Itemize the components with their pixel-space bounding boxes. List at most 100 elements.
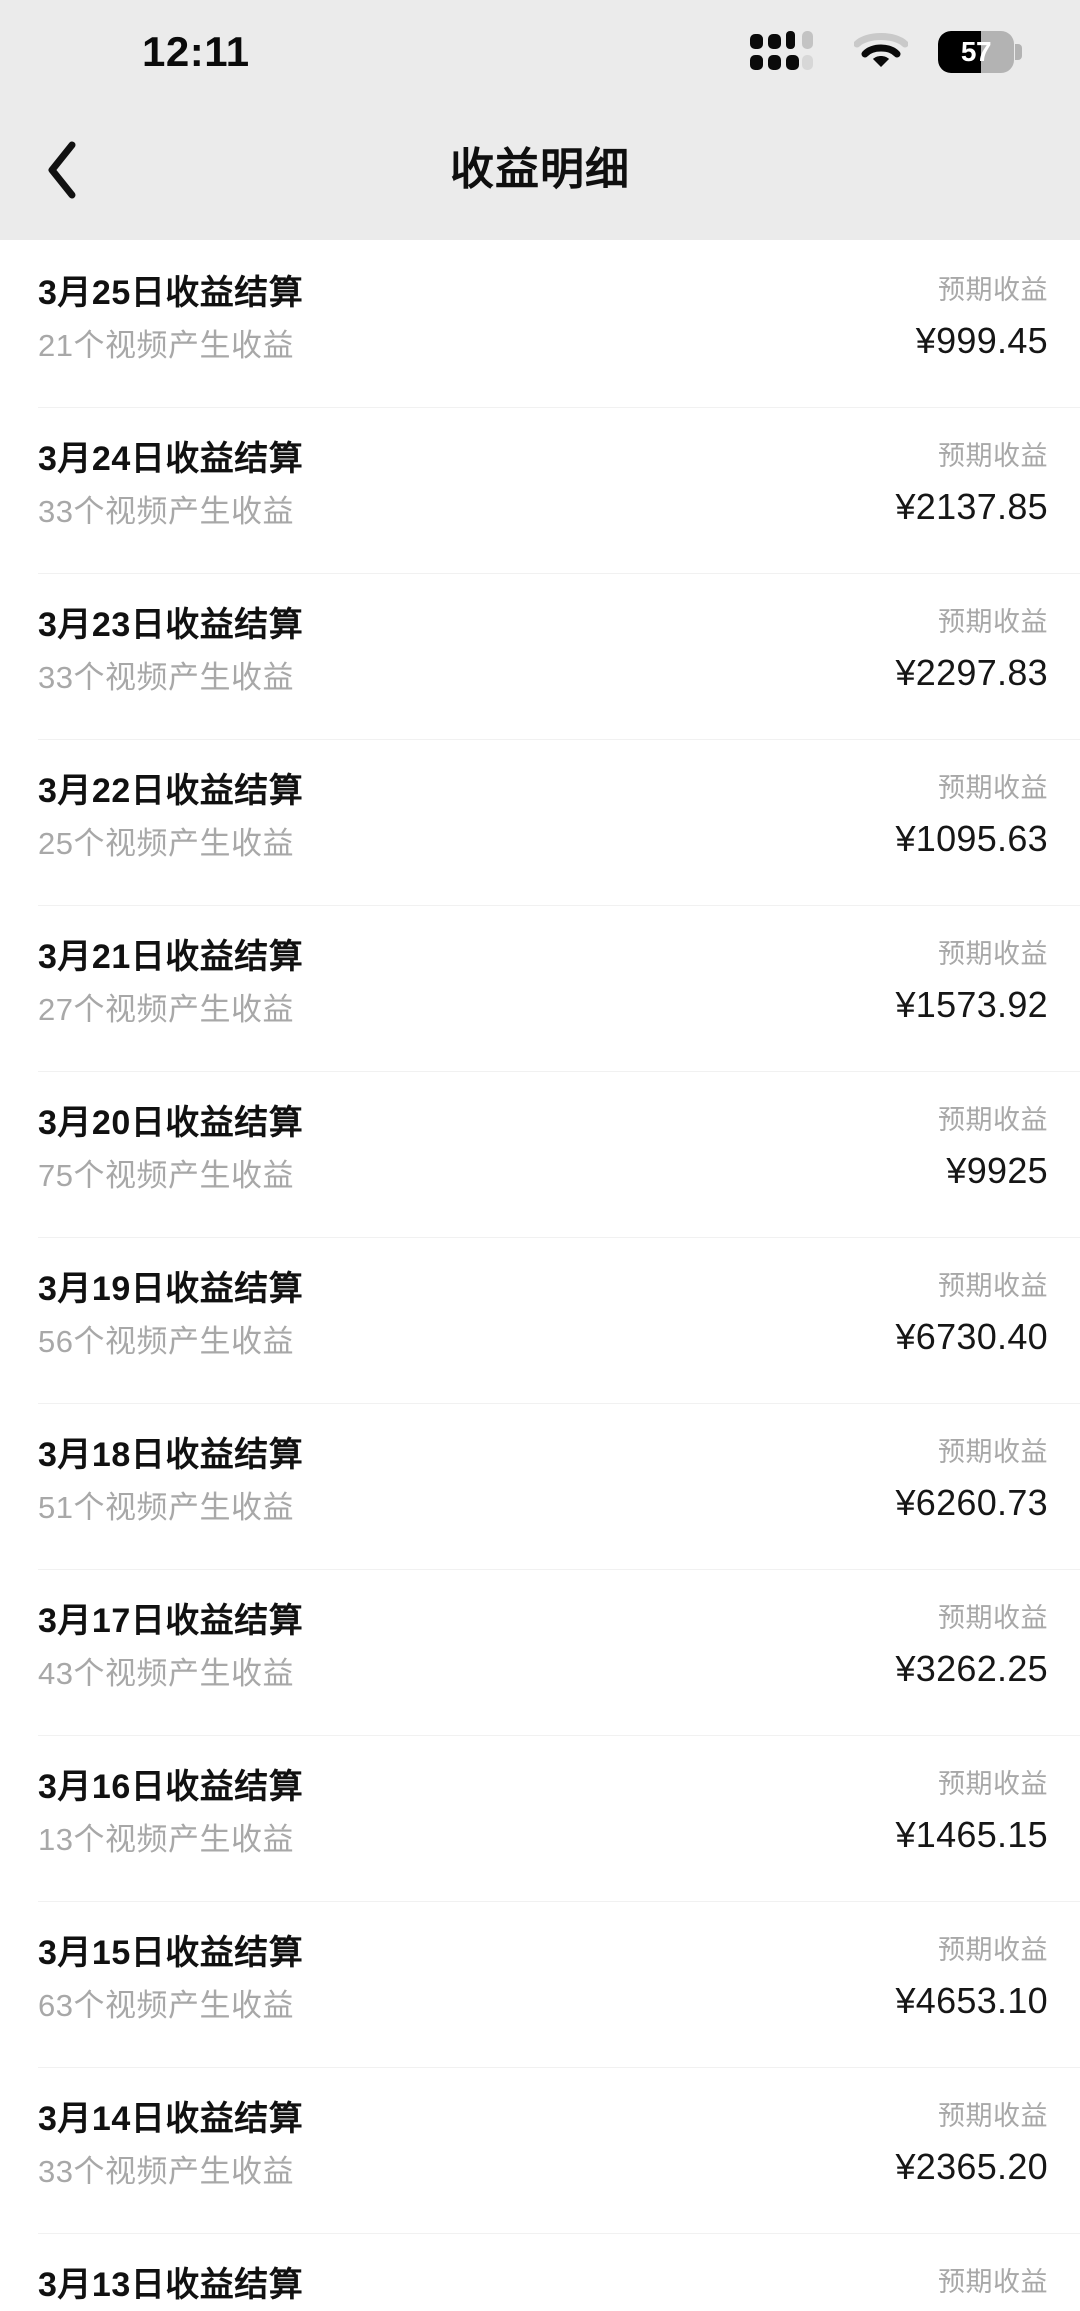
list-item-subtitle: 43个视频产生收益 (38, 1655, 294, 1691)
list-item-subtitle: 33个视频产生收益 (38, 659, 294, 695)
list-item-amount-value: ¥9925 (946, 1150, 1048, 1192)
list-item-title: 3月13日收益结算 (38, 2266, 304, 2304)
list-item-amount-label: 预期收益 (938, 1271, 1048, 1301)
list-item-amount-group: 预期收益 ¥9925 (938, 1106, 1048, 1190)
battery-icon: 57 (938, 31, 1022, 73)
list-item-main: 3月14日收益结算 33个视频产生收益 (38, 2100, 304, 2189)
list-item-amount-value: ¥6730.40 (895, 1316, 1048, 1358)
list-item-amount-label: 预期收益 (938, 1105, 1048, 1135)
list-item[interactable]: 3月25日收益结算 21个视频产生收益 预期收益 ¥999.45 (0, 242, 1080, 408)
list-item[interactable]: 3月23日收益结算 33个视频产生收益 预期收益 ¥2297.83 (0, 574, 1080, 740)
list-item-title: 3月18日收益结算 (38, 1436, 304, 1474)
list-item-amount-label: 预期收益 (938, 1935, 1048, 1965)
list-item-title: 3月23日收益结算 (38, 606, 304, 644)
status-bar-time: 12:11 (142, 28, 250, 75)
list-item-amount-value: ¥6260.73 (895, 1482, 1048, 1524)
list-item-subtitle: 27个视频产生收益 (38, 991, 294, 1027)
list-item-amount-value: ¥1465.15 (895, 1814, 1048, 1856)
list-item-amount-group: 预期收益 ¥1465.15 (895, 1770, 1048, 1854)
list-item-main: 3月20日收益结算 75个视频产生收益 (38, 1104, 304, 1193)
list-item-amount-label: 预期收益 (938, 2101, 1048, 2131)
list-item-subtitle: 33个视频产生收益 (38, 493, 294, 529)
list-item-amount-group: 预期收益 ¥2365.20 (895, 2102, 1048, 2186)
list-item-amount-value: ¥2365.20 (895, 2146, 1048, 2188)
list-item-amount-group: 预期收益 ¥1573.92 (895, 940, 1048, 1024)
list-item-title: 3月19日收益结算 (38, 1270, 304, 1308)
list-item-title: 3月22日收益结算 (38, 772, 304, 810)
list-item[interactable]: 3月24日收益结算 33个视频产生收益 预期收益 ¥2137.85 (0, 408, 1080, 574)
list-item-amount-label: 预期收益 (938, 1603, 1048, 1633)
list-item-amount-group: 预期收益 ¥1095.63 (895, 774, 1048, 858)
list-item-amount-label: 预期收益 (938, 2267, 1048, 2297)
wifi-icon (854, 31, 908, 73)
list-item-amount-group: 预期收益 ¥3262.25 (895, 1604, 1048, 1688)
list-item-main: 3月16日收益结算 13个视频产生收益 (38, 1769, 303, 1857)
battery-body (938, 31, 1014, 73)
list-item-main: 3月17日收益结算 43个视频产生收益 (38, 1602, 304, 1691)
list-item[interactable]: 3月19日收益结算 56个视频产生收益 预期收益 ¥6730.40 (0, 1238, 1080, 1404)
list-item-main: 3月19日收益结算 56个视频产生收益 (38, 1270, 304, 1359)
list-item-amount-group: 预期收益 ¥6260.73 (895, 1438, 1048, 1522)
page-title: 收益明细 (450, 145, 630, 194)
list-item[interactable]: 3月16日收益结算 13个视频产生收益 预期收益 ¥1465.15 (0, 1736, 1080, 1902)
list-item-amount-value: ¥1095.63 (895, 818, 1048, 860)
list-item[interactable]: 3月13日收益结算34个视频产生收益 预期收益¥2402.45 (0, 2234, 1080, 2311)
status-bar: 12:11 (0, 0, 1080, 100)
chevron-left-icon (43, 140, 83, 200)
list-item-amount-value: ¥1573.92 (895, 984, 1048, 1026)
list-item-amount-value: ¥999.45 (915, 320, 1048, 362)
list-item[interactable]: 3月18日收益结算 51个视频产生收益 预期收益 ¥6260.73 (0, 1404, 1080, 1570)
list-item-amount-group: 预期收益¥2402.45 (895, 2268, 1048, 2311)
list-item-title: 3月20日收益结算 (38, 1104, 304, 1142)
list-item[interactable]: 3月20日收益结算 75个视频产生收益 预期收益 ¥9925 (0, 1072, 1080, 1238)
nav-bar: 收益明细 (0, 100, 1080, 240)
list-item-title: 3月21日收益结算 (38, 938, 304, 976)
list-item-amount-group: 预期收益 ¥2297.83 (895, 608, 1048, 692)
list-item-subtitle: 33个视频产生收益 (38, 2153, 294, 2189)
list-item[interactable]: 3月17日收益结算 43个视频产生收益 预期收益 ¥3262.25 (0, 1570, 1080, 1736)
list-item-amount-group: 预期收益 ¥4653.10 (895, 1936, 1048, 2020)
list-item-amount-label: 预期收益 (938, 773, 1048, 803)
list-item-title: 3月17日收益结算 (38, 1602, 304, 1640)
list-item-subtitle: 75个视频产生收益 (38, 1157, 294, 1193)
list-item-amount-value: ¥4653.10 (895, 1980, 1048, 2022)
list-item-amount-label: 预期收益 (938, 275, 1048, 305)
list-item-subtitle: 21个视频产生收益 (38, 327, 294, 363)
list-item-title: 3月24日收益结算 (38, 440, 304, 478)
list-item-main: 3月24日收益结算 33个视频产生收益 (38, 440, 304, 529)
list-item-amount-value: ¥3262.25 (895, 1648, 1048, 1690)
list-item-main: 3月23日收益结算 33个视频产生收益 (38, 606, 304, 695)
list-item-main: 3月21日收益结算 27个视频产生收益 (38, 938, 304, 1027)
list-item[interactable]: 3月15日收益结算 63个视频产生收益 预期收益 ¥4653.10 (0, 1902, 1080, 2068)
list-item-amount-group: 预期收益 ¥999.45 (916, 276, 1048, 360)
list-item-title: 3月14日收益结算 (38, 2100, 304, 2138)
list-item-amount-group: 预期收益 ¥6730.40 (895, 1272, 1048, 1356)
battery-cap (1015, 44, 1022, 60)
list-item-amount-label: 预期收益 (938, 1437, 1048, 1467)
list-item-amount-group: 预期收益 ¥2137.85 (895, 442, 1048, 526)
list-item-amount-label: 预期收益 (938, 1769, 1048, 1799)
battery-fill (938, 31, 982, 73)
list-item-amount-label: 预期收益 (938, 441, 1048, 471)
back-button[interactable] (18, 125, 108, 215)
battery-percent-label: 57 (960, 36, 992, 67)
list-item-main: 3月15日收益结算 63个视频产生收益 (38, 1934, 304, 2023)
list-item-amount-value: ¥2297.83 (895, 652, 1048, 694)
list-item-title: 3月15日收益结算 (38, 1934, 304, 1972)
list-item-main: 3月22日收益结算 25个视频产生收益 (38, 772, 304, 861)
list-item-subtitle: 13个视频产生收益 (38, 1821, 294, 1857)
list-item-amount-label: 预期收益 (938, 607, 1048, 637)
cellular-signal-icon (750, 31, 824, 73)
list-item-subtitle: 56个视频产生收益 (38, 1323, 294, 1359)
status-bar-indicators: 57 (750, 27, 1022, 73)
list-item[interactable]: 3月21日收益结算 27个视频产生收益 预期收益 ¥1573.92 (0, 906, 1080, 1072)
list-item-amount-label: 预期收益 (938, 939, 1048, 969)
list-item[interactable]: 3月14日收益结算 33个视频产生收益 预期收益 ¥2365.20 (0, 2068, 1080, 2234)
list-item[interactable]: 3月22日收益结算 25个视频产生收益 预期收益 ¥1095.63 (0, 740, 1080, 906)
list-item-subtitle: 51个视频产生收益 (38, 1489, 294, 1525)
list-item-subtitle: 25个视频产生收益 (38, 825, 294, 861)
list-item-main: 3月25日收益结算 21个视频产生收益 (38, 274, 304, 363)
list-item-title: 3月25日收益结算 (38, 274, 304, 312)
list-item-subtitle: 63个视频产生收益 (38, 1987, 294, 2023)
